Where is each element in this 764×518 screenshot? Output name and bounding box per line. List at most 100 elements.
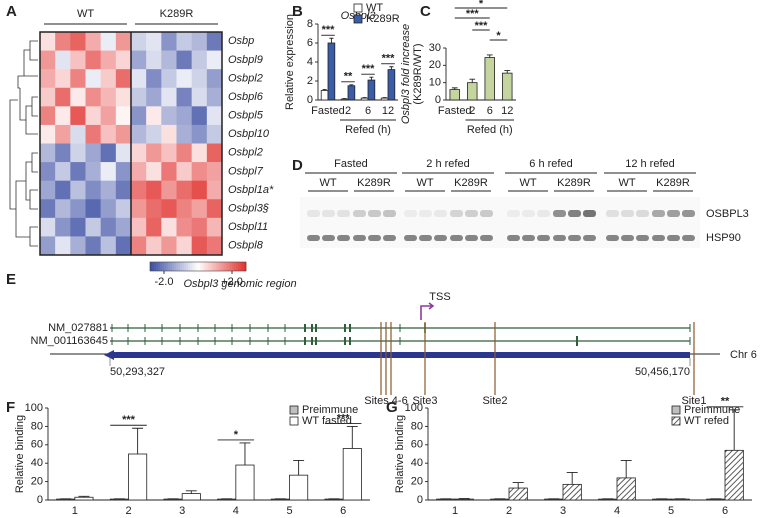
significance: * [234, 429, 239, 441]
heat-cell [131, 87, 147, 107]
bar [327, 42, 336, 101]
bar [342, 448, 362, 501]
heat-cell [131, 162, 147, 181]
gene-arrow [104, 350, 114, 360]
heat-cell [100, 124, 117, 144]
x-tick-label: Fasted [311, 105, 345, 117]
blot-band [636, 235, 649, 241]
legend-swatch [353, 3, 363, 13]
error-bar [566, 471, 578, 485]
heat-cell [85, 217, 101, 237]
x-group-label: Refed (h) [467, 124, 513, 136]
y-tick-label: 0 [417, 494, 423, 506]
heat-cell [191, 124, 208, 144]
legend-swatch [289, 416, 299, 426]
y-tick-label: 40 [411, 457, 423, 469]
blot-band [307, 235, 320, 241]
transcript-label: NM_001163645 [31, 335, 108, 347]
heat-cell [55, 143, 71, 163]
heat-cell [176, 199, 192, 219]
heat-cell [70, 32, 86, 51]
blot-band [368, 210, 381, 217]
heat-cell [85, 87, 101, 107]
bracket-label: * [479, 0, 484, 10]
colorbar-step [178, 262, 181, 271]
colorbar-step [166, 262, 169, 271]
colorbar-step [154, 262, 157, 271]
y-tick-label: 60 [31, 439, 43, 451]
y-tick-label: 30 [429, 42, 441, 54]
heat-cell [85, 180, 101, 200]
colorbar-step [158, 262, 161, 271]
error-bar [486, 54, 493, 58]
heat-cell [40, 199, 56, 219]
blot-band [383, 235, 396, 241]
heat-cell [55, 236, 71, 256]
blot-band [537, 235, 550, 241]
heat-cell [146, 143, 162, 163]
panel-letter: A [6, 3, 17, 20]
heat-cell [176, 50, 192, 70]
colorbar-step [228, 262, 231, 271]
blot-band [450, 235, 463, 241]
bar [367, 79, 376, 101]
colorbar-step [214, 262, 217, 271]
heat-cell [146, 87, 162, 107]
colorbar-step [190, 262, 193, 271]
blot-lane-label: WT [618, 177, 635, 189]
heat-cell [206, 106, 223, 126]
heat-cell [176, 69, 192, 89]
colorbar-step [208, 262, 211, 271]
x-tick-label: 6 [722, 505, 728, 517]
blot-band [404, 210, 417, 217]
heat-cell [176, 180, 192, 200]
y-axis-label: (K289R/WT) [412, 43, 424, 104]
heat-cell [161, 87, 177, 107]
colorbar-step [194, 262, 197, 271]
blot-band [465, 210, 478, 217]
x-tick-label: 3 [560, 505, 566, 517]
row-label: Osbpl2 [228, 72, 263, 84]
blot-band [480, 210, 493, 217]
colorbar-label: -2.0 [155, 276, 174, 288]
blot-lane-label: K289R [357, 177, 391, 189]
blot-band [652, 210, 665, 217]
heat-cell [191, 50, 208, 70]
heat-cell [70, 50, 86, 70]
colorbar-step [220, 262, 223, 271]
heat-cell [131, 180, 147, 200]
blot-band [568, 210, 581, 217]
heat-cell [161, 143, 177, 163]
blot-band [368, 235, 381, 241]
colorbar-step [198, 262, 201, 271]
heat-cell [100, 50, 117, 70]
heat-cell [85, 162, 101, 181]
significance: *** [382, 53, 396, 65]
blot-lane-label: K289R [557, 177, 591, 189]
heat-cell [191, 87, 208, 107]
heat-cell [70, 217, 86, 237]
blot-band-label: HSP90 [706, 232, 741, 244]
error-bar [512, 482, 524, 489]
panel-letter: C [420, 3, 431, 20]
coordinate-label: 50,456,170 [635, 366, 690, 378]
blot-band [682, 210, 695, 217]
blot-lane-label: K289R [454, 177, 488, 189]
heat-cell [161, 180, 177, 200]
colorbar-step [180, 262, 183, 271]
significance: *** [122, 414, 136, 426]
blot-band [383, 210, 396, 217]
bar [320, 90, 329, 101]
panel-letter: G [386, 399, 398, 416]
colorbar-step [210, 262, 213, 271]
bar [562, 483, 582, 501]
heat-cell [70, 124, 86, 144]
legend-label: WT refed [684, 415, 729, 427]
heat-cell [161, 124, 177, 144]
heat-cell [100, 106, 117, 126]
heat-cell [40, 106, 56, 126]
heat-cell [191, 69, 208, 89]
heat-cell [55, 69, 71, 89]
heat-cell [40, 217, 56, 237]
heat-cell [115, 124, 132, 144]
